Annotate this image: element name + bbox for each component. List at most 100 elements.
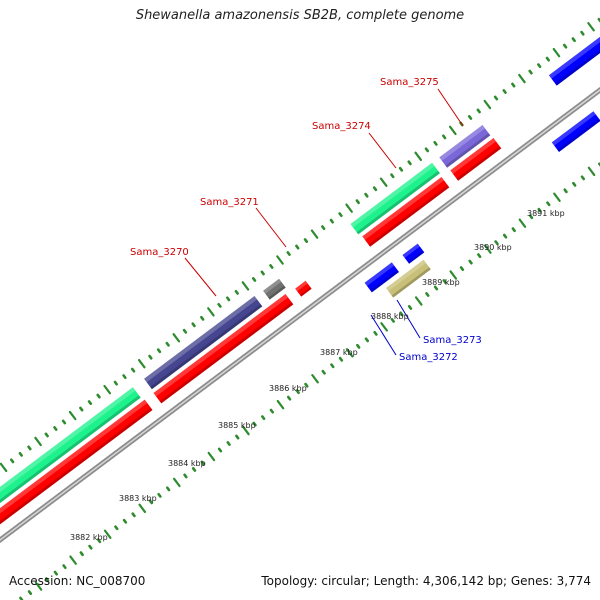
accession-label: Accession: NC_008700 [9, 574, 146, 588]
outer-tick [234, 289, 239, 295]
kbp-tick-label: 3890 kbp [474, 243, 512, 252]
outer-tick [407, 160, 412, 166]
cds-reverse [402, 243, 425, 264]
outer-tick [130, 367, 136, 373]
outer-tick [511, 82, 516, 88]
outer-tick [122, 374, 127, 380]
inner-tick [442, 279, 447, 284]
inner-tick [242, 425, 250, 436]
inner-tick [138, 503, 147, 514]
gene-label: Sama_3273 [423, 335, 482, 346]
outer-tick [398, 166, 404, 172]
inner-tick [518, 218, 527, 228]
inner-tick [276, 399, 285, 410]
inner-tick [380, 322, 388, 332]
callout-line [437, 88, 464, 127]
outer-tick [345, 203, 353, 213]
inner-tick [200, 460, 205, 466]
inner-tick [34, 581, 43, 591]
outer-tick [552, 47, 561, 58]
gene-feature [263, 278, 286, 300]
callout-line [396, 299, 421, 339]
callout-line [255, 207, 287, 248]
outer-tick [303, 238, 309, 243]
inner-tick [295, 389, 300, 395]
outer-tick [483, 99, 492, 110]
gene-label: Sama_3271 [200, 197, 259, 208]
gene-label: Sama_3270 [130, 247, 189, 258]
inner-tick [321, 369, 326, 375]
inner-tick [587, 166, 596, 177]
outer-tick [286, 251, 291, 256]
outer-tick [113, 380, 118, 386]
inner-tick [494, 240, 499, 246]
gene-feature-reverse [385, 259, 431, 298]
inner-tick [553, 192, 561, 202]
inner-tick [425, 292, 430, 297]
outer-tick [329, 218, 334, 224]
outer-tick [87, 400, 93, 405]
outer-tick [476, 108, 481, 114]
inner-tick [269, 408, 274, 414]
outer-tick [34, 436, 42, 447]
outer-tick [545, 56, 550, 62]
inner-tick [511, 227, 516, 233]
outer-tick [372, 186, 378, 192]
inner-tick [69, 555, 77, 565]
inner-tick [148, 499, 154, 505]
inner-tick [45, 577, 50, 583]
inner-tick [330, 363, 335, 369]
outer-tick [587, 22, 595, 32]
inner-tick [88, 544, 93, 550]
outer-tick [580, 30, 585, 36]
gene-feature [144, 296, 263, 390]
outer-tick [269, 264, 274, 269]
inner-tick [261, 415, 266, 421]
outer-tick [442, 134, 447, 140]
inner-tick [191, 467, 197, 472]
outer-tick [137, 358, 146, 369]
outer-tick [321, 225, 326, 231]
gene-label: Sama_3274 [312, 121, 371, 132]
outer-tick [172, 333, 181, 343]
inner-tick [563, 188, 568, 194]
inner-tick [390, 317, 395, 323]
kbp-tick-label: 3886 kbp [269, 384, 307, 393]
cds-reverse [364, 262, 399, 293]
cds-forward [362, 176, 450, 247]
outer-tick [251, 277, 257, 282]
outer-tick [424, 147, 430, 153]
outer-tick [414, 151, 423, 162]
outer-tick [44, 432, 49, 438]
inner-tick [235, 434, 240, 440]
outer-tick [433, 140, 438, 146]
callout-line [370, 314, 397, 356]
inner-tick [27, 590, 33, 595]
inner-tick [173, 477, 181, 488]
inner-tick [399, 311, 404, 317]
outer-tick [562, 43, 568, 49]
inner-tick [407, 305, 413, 310]
map-title: Shewanella amazonensis SB2B, complete ge… [135, 8, 465, 23]
outer-tick [295, 244, 300, 250]
inner-tick [572, 181, 577, 187]
kbp-tick-label: 3891 kbp [527, 209, 565, 218]
inner-tick [484, 244, 492, 254]
inner-tick [502, 233, 508, 239]
inner-tick [252, 421, 257, 427]
outer-tick [379, 177, 388, 187]
inner-tick [477, 253, 482, 259]
outer-tick [96, 393, 101, 399]
callout-line [368, 132, 397, 169]
cds-forward [0, 399, 153, 530]
inner-tick [546, 201, 551, 207]
inner-tick [580, 175, 586, 181]
inner-tick [114, 525, 119, 531]
outer-tick [310, 229, 319, 239]
gene-features [0, 31, 600, 530]
gene-callouts: Sama_3270 Sama_3271 Sama_3274 Sama_3275 Sama… [130, 77, 482, 363]
outer-tick [0, 462, 8, 473]
inner-tick [311, 374, 319, 384]
outer-tick [449, 125, 457, 136]
